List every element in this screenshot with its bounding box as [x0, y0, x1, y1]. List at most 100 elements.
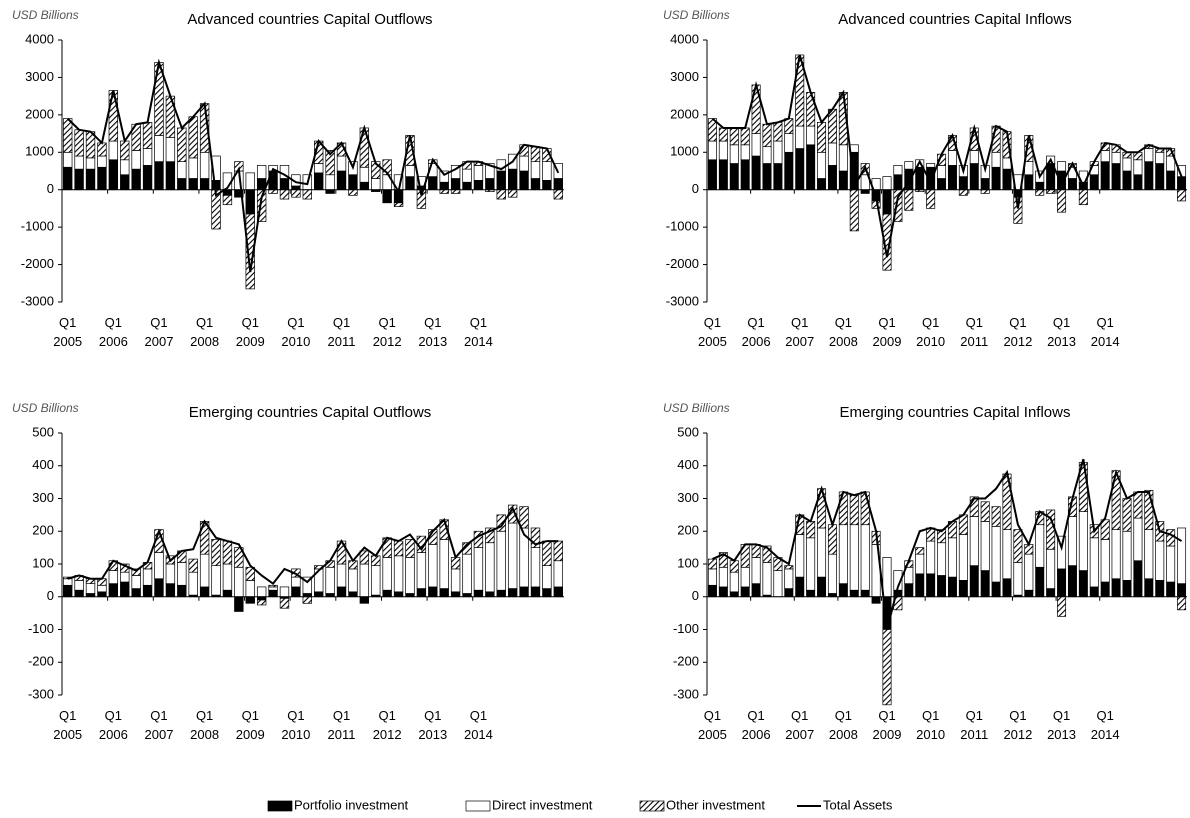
bar-segment [729, 591, 739, 598]
bar-segment [1057, 535, 1067, 570]
bar-segment [729, 571, 739, 593]
y-tick-label: -100 [673, 621, 699, 636]
x-tick-label: Q1 2007 [145, 708, 174, 742]
y-tick-label: -3000 [21, 293, 54, 308]
bar-segment [784, 568, 794, 589]
bar-segment [314, 172, 324, 191]
y-tick-label: 200 [677, 523, 699, 538]
bar-segment [926, 573, 936, 598]
bar-segment [279, 189, 290, 200]
bar-segment [915, 166, 925, 191]
bar-segment [762, 562, 772, 596]
bar-segment [348, 189, 358, 196]
bar-segment [947, 165, 957, 191]
bar-segment [496, 589, 506, 598]
bar-segment [416, 588, 427, 598]
bar-segment [108, 159, 119, 191]
bar-segment [553, 540, 563, 562]
total-line [712, 458, 1183, 630]
bar-segment [1155, 163, 1165, 191]
x-tick-label: Q1 2012 [373, 315, 402, 349]
bar-segment [325, 150, 335, 176]
bar-segment [729, 127, 739, 146]
y-tick-label: -300 [28, 686, 54, 701]
bar-segment [827, 142, 837, 166]
bar-segment [85, 583, 96, 594]
bar-segment [1166, 581, 1176, 598]
bar-segment [485, 527, 495, 544]
bar-segment [530, 146, 541, 162]
bar-segment [222, 563, 233, 591]
bar-segment [969, 163, 979, 191]
bar-segment [428, 543, 438, 588]
bar-segment [131, 150, 141, 170]
bar-segment [268, 170, 278, 191]
legend-swatch [639, 800, 665, 812]
bar-segment [234, 547, 244, 568]
bar-segment [947, 150, 957, 166]
bar-segment [991, 581, 1001, 598]
bar-segment [773, 570, 783, 598]
bar-segment [74, 580, 84, 591]
bar-segment [762, 545, 772, 563]
bar-segment [371, 178, 381, 191]
bar-segment [1111, 578, 1121, 598]
bar-segment [740, 159, 750, 191]
bar-segment [1046, 588, 1056, 598]
x-tick-label: Q1 2012 [373, 708, 402, 742]
bar-segment [762, 146, 772, 164]
bar-segment [980, 521, 990, 571]
bar-segment [1013, 529, 1023, 563]
bar-segment [507, 168, 518, 191]
bar-segment [450, 178, 461, 191]
bar-segment [707, 558, 717, 570]
bar-segment [416, 552, 427, 589]
bar-segment [131, 168, 141, 191]
bar-segment [165, 583, 176, 598]
bar-segment [439, 189, 449, 194]
bar-segment [751, 543, 761, 558]
y-tick-label: 300 [32, 490, 54, 505]
x-tick-label: Q1 2013 [418, 708, 447, 742]
bar-segment [165, 161, 176, 191]
bar-segment [154, 578, 164, 598]
bar-segment [473, 547, 484, 591]
x-tick-label: Q1 2009 [873, 708, 902, 742]
bar-segment [131, 588, 141, 598]
bar-segment [530, 178, 541, 191]
bar-segment [439, 170, 449, 183]
bar-segment [74, 168, 84, 191]
bar-segment [97, 155, 107, 168]
bar-segment [120, 174, 130, 191]
bar-segment [348, 568, 358, 593]
bar-segment [795, 534, 805, 578]
bar-segment [817, 178, 827, 191]
bar-segment [827, 524, 837, 555]
bar-segment [937, 165, 947, 179]
bar-segment [393, 540, 404, 557]
bar-segment [359, 550, 370, 565]
x-tick-label: Q1 2013 [418, 315, 447, 349]
bar-segment [860, 189, 870, 194]
bar-segment [177, 562, 187, 586]
bar-segment [245, 566, 255, 581]
bar-segment [718, 127, 728, 142]
legend-swatch [465, 800, 491, 812]
bar-segment [1133, 174, 1143, 191]
bar-segment [165, 563, 176, 584]
bar-segment [63, 166, 73, 191]
bar-segment [473, 165, 484, 181]
x-tick-label: Q1 2007 [785, 708, 814, 742]
bar-segment [188, 116, 198, 159]
bar-segment [838, 144, 848, 172]
bar-segment [188, 178, 198, 191]
bar-segment [188, 571, 198, 596]
bar-segment [1144, 578, 1154, 598]
bar-segment [1046, 548, 1056, 589]
x-tick-label: Q1 2008 [190, 315, 219, 349]
bar-segment [849, 144, 859, 153]
bar-segment [256, 586, 267, 598]
bar-segment [553, 178, 563, 191]
bar-segment [827, 108, 837, 144]
bar-segment [1144, 489, 1154, 530]
